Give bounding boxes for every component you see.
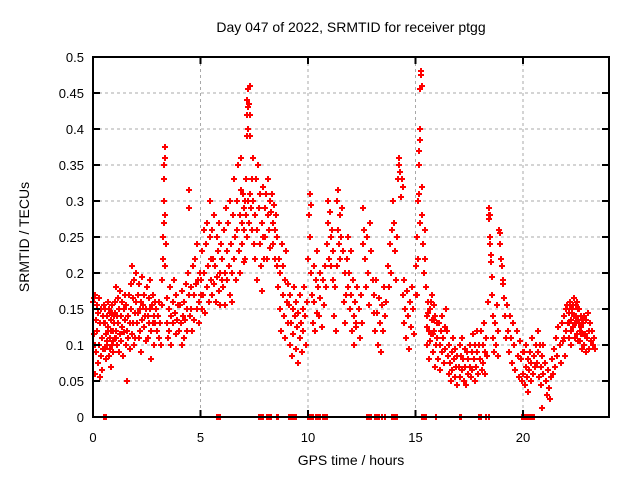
- y-tick-label: 0.15: [59, 302, 84, 317]
- x-tick-label: 0: [89, 430, 96, 445]
- y-tick-label: 0.3: [66, 194, 84, 209]
- y-tick-label: 0: [77, 410, 84, 425]
- x-tick-label: 15: [408, 430, 422, 445]
- y-tick-label: 0.4: [66, 122, 84, 137]
- y-tick-label: 0.5: [66, 50, 84, 65]
- x-tick-label: 20: [516, 430, 530, 445]
- scatter-points: [90, 68, 598, 420]
- x-axis-label: GPS time / hours: [297, 452, 405, 468]
- x-tick-label: 5: [197, 430, 204, 445]
- y-tick-label: 0.05: [59, 374, 84, 389]
- y-tick-label: 0.45: [59, 86, 84, 101]
- y-tick-label: 0.1: [66, 338, 84, 353]
- y-tick-label: 0.2: [66, 266, 84, 281]
- y-tick-label: 0.25: [59, 230, 84, 245]
- x-tick-label: 10: [301, 430, 315, 445]
- chart-title: Day 047 of 2022, SRMTID for receiver ptg…: [216, 19, 486, 35]
- y-tick-label: 0.35: [59, 158, 84, 173]
